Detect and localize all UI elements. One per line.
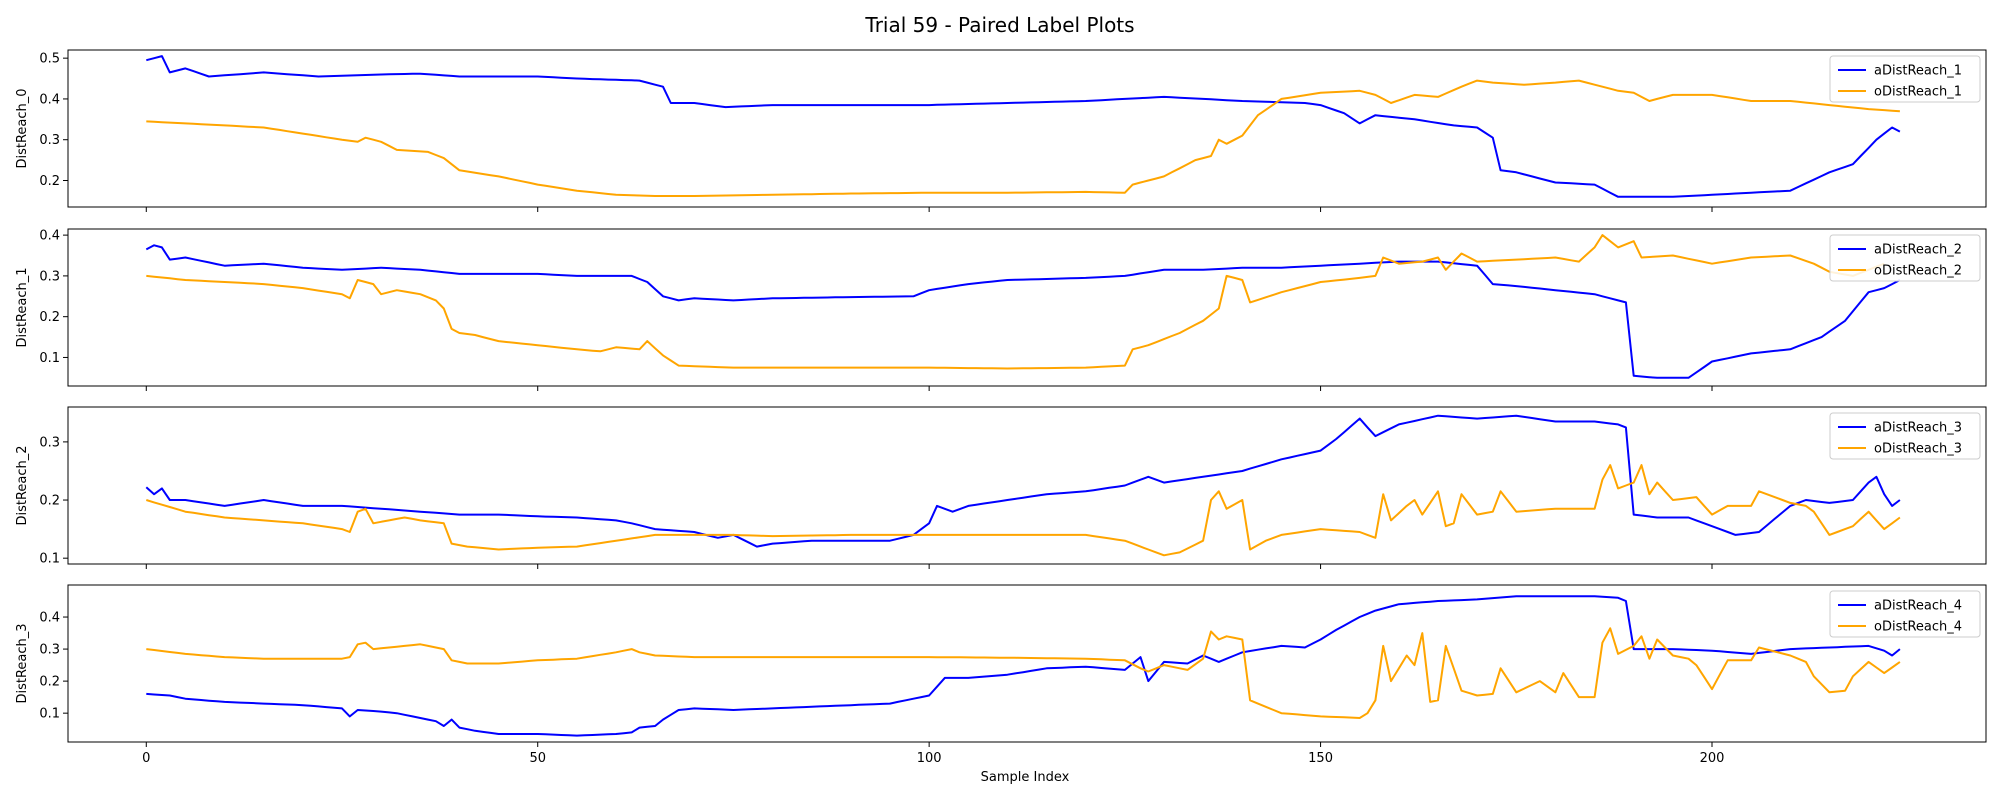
legend-label: oDistReach_1 — [1874, 85, 1962, 100]
y-tick-label: 0.2 — [39, 310, 60, 325]
y-tick-label: 0.4 — [39, 92, 60, 107]
y-tick-label: 0.1 — [39, 552, 60, 567]
y-axis-label: DistReach_0 — [15, 88, 30, 168]
y-tick-label: 0.3 — [39, 269, 60, 284]
legend: aDistReach_1 oDistReach_1 — [1829, 55, 1981, 103]
y-tick-label: 0.3 — [39, 435, 60, 450]
legend: aDistReach_4 oDistReach_4 — [1829, 590, 1981, 638]
series-line-aDistReach_4 — [146, 595, 1901, 737]
subplot-1: 0.1 0.2 0.3 0.4 DistReach_1 aDistReach_2 oDist… — [15, 228, 1987, 391]
x-tick-label: 50 — [529, 751, 546, 766]
y-tick-label: 0.4 — [39, 229, 60, 244]
series-line-oDistReach_2 — [146, 234, 1885, 370]
y-tick-label: 0.2 — [39, 675, 60, 690]
legend-label: aDistReach_2 — [1874, 243, 1962, 258]
subplot-0: 0.2 0.3 0.4 0.5 DistReach_0 aDistReach_1 oDist… — [15, 49, 1987, 212]
y-tick-label: 0.3 — [39, 133, 60, 148]
legend-label: aDistReach_3 — [1874, 421, 1962, 436]
legend: aDistReach_3 oDistReach_3 — [1829, 412, 1981, 460]
legend-label: oDistReach_2 — [1874, 264, 1962, 279]
y-axis-label: DistReach_2 — [15, 445, 30, 525]
legend-box — [1829, 590, 1981, 638]
y-tick-label: 0.1 — [39, 351, 60, 366]
y-axis-label: DistReach_1 — [15, 267, 30, 347]
subplot-2: 0.1 0.2 0.3 DistReach_2 aDistReach_3 oDistRea… — [15, 406, 1987, 569]
y-tick-label: 0.1 — [39, 707, 60, 722]
x-axis-label: Sample Index — [981, 770, 1070, 785]
x-tick-label: 150 — [1308, 751, 1333, 766]
y-axis-label: DistReach_3 — [15, 623, 30, 703]
x-tick-label: 100 — [917, 751, 942, 766]
y-tick-label: 0.3 — [39, 643, 60, 658]
legend-box — [1829, 234, 1981, 282]
axes-frame — [67, 49, 1987, 208]
y-tick-label: 0.5 — [39, 52, 60, 67]
series-line-oDistReach_3 — [146, 464, 1901, 557]
series-line-aDistReach_3 — [145, 414, 1901, 548]
legend-label: oDistReach_4 — [1874, 620, 1962, 635]
axes-frame — [67, 406, 1987, 565]
series-line-aDistReach_1 — [146, 55, 1901, 198]
x-tick-label: 200 — [1700, 751, 1725, 766]
subplot-stack: 0.2 0.3 0.4 0.5 DistReach_0 aDistReach_1 oDist… — [15, 49, 1987, 766]
x-tick-label: 0 — [142, 751, 150, 766]
legend: aDistReach_2 oDistReach_2 — [1829, 234, 1981, 282]
legend-label: oDistReach_3 — [1874, 442, 1962, 457]
axes-frame — [67, 228, 1987, 387]
series-line-aDistReach_2 — [145, 244, 1901, 379]
legend-box — [1829, 412, 1981, 460]
series-line-oDistReach_4 — [146, 627, 1901, 719]
y-tick-label: 0.2 — [39, 494, 60, 509]
figure-title: Trial 59 - Paired Label Plots — [864, 13, 1134, 37]
axes-frame — [67, 584, 1987, 743]
y-tick-label: 0.2 — [39, 174, 60, 189]
subplot-3: 0.1 0.2 0.3 0.4 0 50 100 150 200 DistReach_3 aDist… — [15, 584, 1987, 766]
legend-label: aDistReach_4 — [1874, 599, 1962, 614]
y-tick-label: 0.4 — [39, 611, 60, 626]
legend-label: aDistReach_1 — [1874, 64, 1962, 79]
series-line-oDistReach_1 — [146, 79, 1900, 197]
legend-box — [1829, 55, 1981, 103]
